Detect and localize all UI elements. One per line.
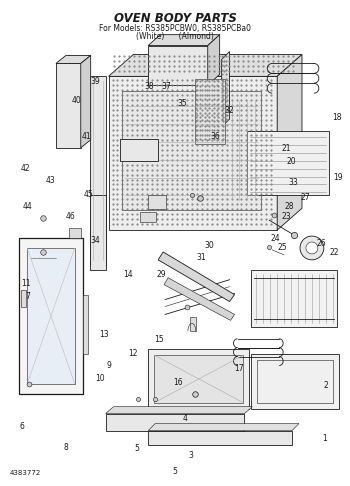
Text: 4: 4 <box>183 415 188 423</box>
Polygon shape <box>106 407 252 414</box>
Polygon shape <box>148 424 299 431</box>
Text: 4383772: 4383772 <box>9 470 41 476</box>
Text: 45: 45 <box>83 191 93 199</box>
Bar <box>195 79 225 144</box>
Circle shape <box>300 236 324 260</box>
Text: 37: 37 <box>161 82 171 91</box>
Text: 29: 29 <box>156 270 166 279</box>
Text: 15: 15 <box>155 335 164 344</box>
Bar <box>56 64 81 148</box>
Text: 34: 34 <box>90 236 100 245</box>
Text: 1: 1 <box>322 434 327 443</box>
Polygon shape <box>19 238 83 394</box>
Text: 7: 7 <box>25 292 30 300</box>
Polygon shape <box>277 54 302 230</box>
Text: 24: 24 <box>271 234 280 243</box>
Bar <box>247 131 329 195</box>
Bar <box>83 295 88 354</box>
Text: 30: 30 <box>205 241 215 250</box>
Text: 5: 5 <box>134 444 139 453</box>
Text: 39: 39 <box>90 77 100 86</box>
Bar <box>251 270 337 328</box>
Text: (White)      (Almond): (White) (Almond) <box>136 32 214 41</box>
Bar <box>122 91 261 210</box>
Bar <box>251 354 339 409</box>
Polygon shape <box>148 35 220 46</box>
Text: 14: 14 <box>123 270 133 279</box>
Bar <box>106 414 244 432</box>
Bar <box>69 228 81 238</box>
Bar <box>90 195 106 270</box>
Text: 6: 6 <box>20 422 24 431</box>
Bar <box>90 76 106 265</box>
Text: For Models: RS385PCBW0, RS385PCBa0: For Models: RS385PCBW0, RS385PCBa0 <box>99 24 251 33</box>
Bar <box>154 355 244 403</box>
Bar <box>257 360 333 403</box>
Text: 5: 5 <box>173 467 177 476</box>
Text: 3: 3 <box>188 451 193 460</box>
Text: 40: 40 <box>71 96 81 105</box>
Text: 43: 43 <box>45 176 55 185</box>
Bar <box>148 195 166 209</box>
Bar <box>21 290 26 308</box>
Text: 17: 17 <box>234 364 244 373</box>
Text: 33: 33 <box>288 178 298 187</box>
Text: 31: 31 <box>196 253 206 262</box>
Polygon shape <box>27 248 75 384</box>
Text: 22: 22 <box>330 248 339 257</box>
Bar <box>120 139 158 161</box>
Text: 2: 2 <box>324 381 328 390</box>
Bar <box>148 46 208 85</box>
Text: 11: 11 <box>21 279 30 289</box>
Text: OVEN BODY PARTS: OVEN BODY PARTS <box>113 12 237 25</box>
Bar <box>148 431 292 445</box>
Bar <box>148 349 250 409</box>
Text: 8: 8 <box>63 443 68 452</box>
Text: 35: 35 <box>177 99 187 108</box>
Bar <box>140 212 156 222</box>
Text: 20: 20 <box>287 156 296 166</box>
Text: 16: 16 <box>174 378 183 387</box>
Text: 41: 41 <box>82 132 91 141</box>
Text: 28: 28 <box>285 202 294 211</box>
Bar <box>108 76 277 230</box>
Text: 42: 42 <box>21 164 30 173</box>
Text: 38: 38 <box>144 82 154 91</box>
Text: 32: 32 <box>224 106 234 115</box>
Polygon shape <box>208 35 220 85</box>
Polygon shape <box>164 278 234 320</box>
Polygon shape <box>108 54 302 76</box>
Text: 19: 19 <box>334 174 343 182</box>
Polygon shape <box>158 252 235 301</box>
Text: 13: 13 <box>99 330 108 339</box>
Text: 21: 21 <box>281 144 291 154</box>
Polygon shape <box>81 55 91 148</box>
Polygon shape <box>222 52 230 127</box>
Text: 36: 36 <box>210 132 220 141</box>
Text: 10: 10 <box>96 374 105 382</box>
Text: 44: 44 <box>22 202 32 211</box>
Text: 46: 46 <box>66 212 76 221</box>
Text: 25: 25 <box>278 243 287 252</box>
Circle shape <box>306 242 318 254</box>
Text: 12: 12 <box>128 349 138 358</box>
Text: 23: 23 <box>281 212 291 221</box>
Text: 18: 18 <box>332 113 341 122</box>
Polygon shape <box>56 55 91 64</box>
Text: 27: 27 <box>300 192 310 202</box>
Bar <box>190 317 196 331</box>
Text: 26: 26 <box>316 239 326 247</box>
Text: 9: 9 <box>107 362 111 370</box>
